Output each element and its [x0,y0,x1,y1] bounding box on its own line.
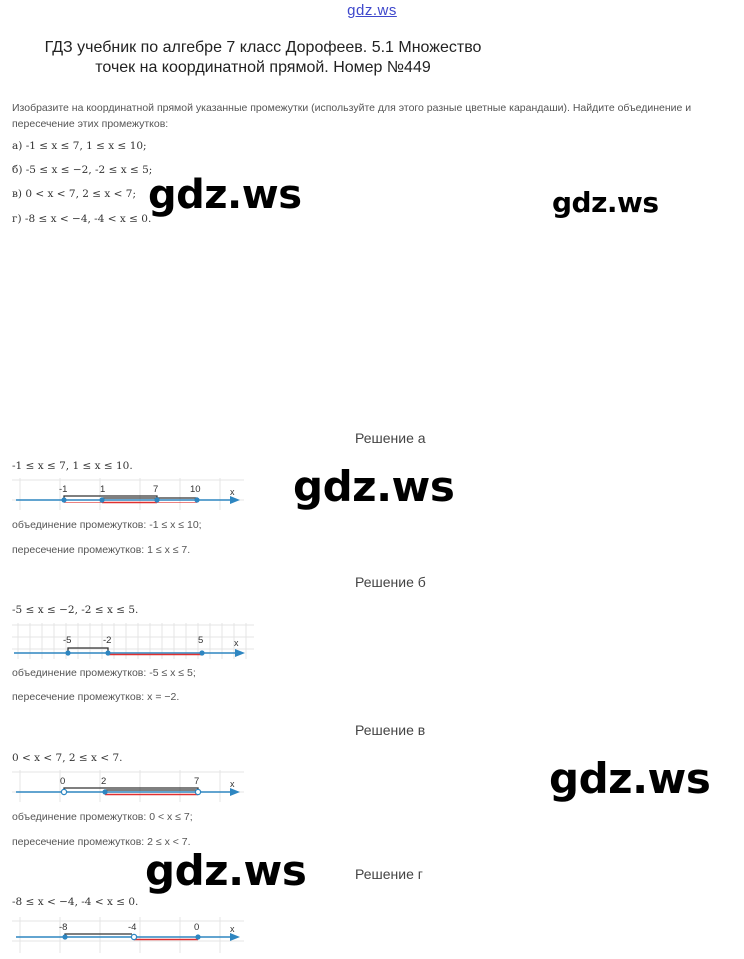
solution-statement-d: -8 ≤ x < −4, -4 < x ≤ 0. [12,896,139,908]
tick-label: -8 [59,922,67,933]
point-d-1 [62,934,68,940]
solution-intersection-a: пересечение промежутков: 1 ≤ x ≤ 7. [12,544,191,556]
point-c-1 [60,788,68,796]
solution-heading-d: Решение г [355,866,423,882]
site-link[interactable]: gdz.ws [347,2,397,19]
tick-label: 5 [198,635,203,646]
solution-heading-a: Решение а [355,430,426,446]
tick-label: 0 [60,776,65,787]
watermark: gdz.ws [145,846,307,895]
point-d-2 [130,933,138,941]
axis-label: x [234,638,239,648]
watermark: gdz.ws [552,186,659,219]
point-b-3 [199,650,205,656]
solution-statement-a: -1 ≤ x ≤ 7, 1 ≤ x ≤ 10. [12,460,133,472]
axis-arrow [235,649,245,657]
number-line-c: x 0 2 7 [12,770,244,802]
axis-arrow [230,496,240,504]
watermark: gdz.ws [293,462,455,511]
point-b-1 [65,650,71,656]
tick-label: -5 [63,635,71,646]
tick-label: 10 [190,484,201,495]
title-line-2: точек на координатной прямой. Номер №449 [95,59,431,76]
tick-label: -1 [59,484,67,495]
task-item-c: в) 0 < x < 7, 2 ≤ x < 7; [12,188,137,200]
tick-label: 0 [194,922,199,933]
task-intro-line-2: пересечение этих промежутков: [12,118,169,130]
number-line-d: x -8 -4 0 [12,917,244,953]
task-intro-line-1: Изобразите на координатной прямой указан… [12,102,692,114]
point-b-2 [105,650,111,656]
axis-label: x [230,924,235,934]
grid [12,478,244,510]
point-c-2 [102,789,108,795]
grid [12,623,254,659]
tick-label: -4 [128,922,136,933]
number-line-b: x -5 -2 5 [12,623,254,659]
solution-union-c: объединение промежутков: 0 < x ≤ 7; [12,811,193,823]
solution-statement-b: -5 ≤ x ≤ −2, -2 ≤ x ≤ 5. [12,604,139,616]
tick-label: 1 [100,484,105,495]
watermark: gdz.ws [549,754,711,803]
point-a-2 [99,497,105,503]
solution-intersection-c: пересечение промежутков: 2 ≤ x < 7. [12,836,191,848]
grid [12,917,244,953]
task-item-a: а) -1 ≤ x ≤ 7, 1 ≤ x ≤ 10; [12,140,147,152]
task-item-d: г) -8 ≤ x < −4, -4 < x ≤ 0. [12,213,152,225]
tick-label: 7 [194,776,199,787]
tick-label: 2 [101,776,106,787]
grid [12,770,244,802]
point-a-1 [61,497,67,503]
number-line-a: x -1 1 7 10 [12,478,244,510]
axis-label: x [230,487,235,497]
task-intro: Изобразите на координатной прямой указан… [12,96,737,136]
point-c-3 [194,788,202,796]
point-a-3 [154,497,160,503]
tick-label: 7 [153,484,158,495]
solution-union-a: объединение промежутков: -1 ≤ x ≤ 10; [12,519,202,531]
solution-heading-c: Решение в [355,722,426,738]
solution-heading-b: Решение б [355,574,426,590]
point-d-3 [195,934,201,940]
tick-label: -2 [103,635,111,646]
axis-arrow [230,933,240,941]
title-line-1: ГДЗ учебник по алгебре 7 класс Дорофеев.… [44,39,482,56]
watermark: gdz.ws [148,172,302,218]
solution-intersection-b: пересечение промежутков: x = −2. [12,691,180,703]
axis-label: x [230,779,235,789]
task-item-b: б) -5 ≤ x ≤ −2, -2 ≤ x ≤ 5; [12,164,153,176]
page-title: ГДЗ учебник по алгебре 7 класс Дорофеев.… [0,38,526,78]
solution-statement-c: 0 < x < 7, 2 ≤ x < 7. [12,752,123,764]
axis-arrow [230,788,240,796]
solution-union-b: объединение промежутков: -5 ≤ x ≤ 5; [12,667,196,679]
point-a-4 [194,497,200,503]
